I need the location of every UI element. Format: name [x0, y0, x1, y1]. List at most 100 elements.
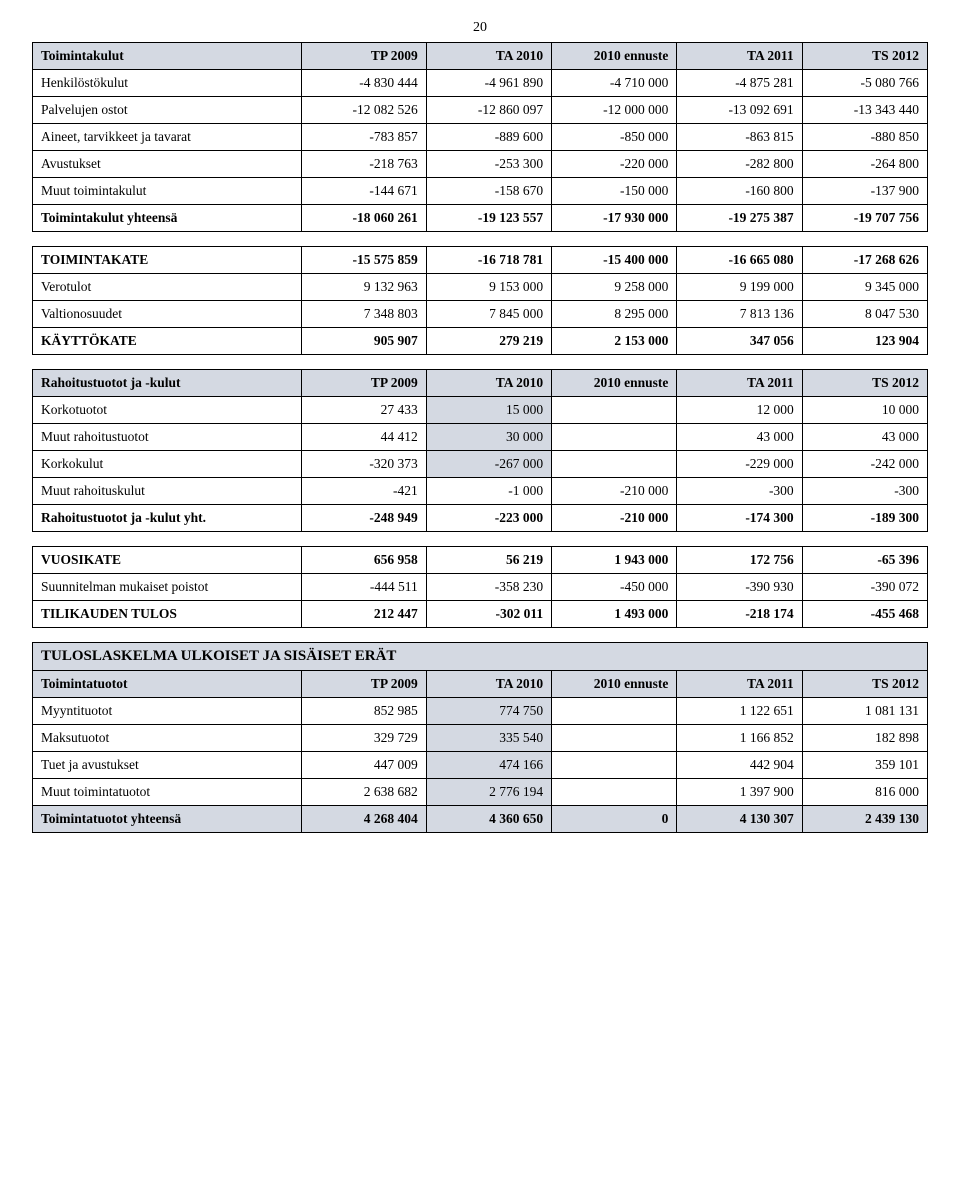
table-row: Muut toimintatuotot2 638 6822 776 1941 3…: [33, 779, 928, 806]
row-value: [552, 779, 677, 806]
header-label: Rahoitustuotot ja -kulut: [33, 370, 302, 397]
col-header: TP 2009: [301, 370, 426, 397]
row-value: [552, 424, 677, 451]
table-row: Palvelujen ostot-12 082 526-12 860 097-1…: [33, 97, 928, 124]
col-header: TA 2010: [426, 43, 551, 70]
total-value: 0: [552, 806, 677, 833]
row-value: -160 800: [677, 178, 802, 205]
row-label: Muut toimintatuotot: [33, 779, 302, 806]
row-value: -300: [677, 478, 802, 505]
total-value: -210 000: [552, 505, 677, 532]
row-value: 474 166: [426, 752, 551, 779]
row-value: -12 860 097: [426, 97, 551, 124]
table-row: Henkilöstökulut-4 830 444-4 961 890-4 71…: [33, 70, 928, 97]
row-value: 43 000: [677, 424, 802, 451]
total-value: 4 130 307: [677, 806, 802, 833]
total-value: -174 300: [677, 505, 802, 532]
total-value: -19 707 756: [802, 205, 927, 232]
row-value: -15 575 859: [301, 247, 426, 274]
row-value: [552, 725, 677, 752]
row-value: 347 056: [677, 328, 802, 355]
row-value: -264 800: [802, 151, 927, 178]
col-header: 2010 ennuste: [552, 43, 677, 70]
total-label: Toimintatuotot yhteensä: [33, 806, 302, 833]
table-total-row: Toimintatuotot yhteensä 4 268 404 4 360 …: [33, 806, 928, 833]
row-label: Korkokulut: [33, 451, 302, 478]
row-value: 7 813 136: [677, 301, 802, 328]
row-label: Myyntituotot: [33, 698, 302, 725]
total-value: -18 060 261: [301, 205, 426, 232]
row-value: -144 671: [301, 178, 426, 205]
row-value: -16 665 080: [677, 247, 802, 274]
table-rahoitustuotot: Rahoitustuotot ja -kulut TP 2009 TA 2010…: [32, 369, 928, 532]
row-value: -13 343 440: [802, 97, 927, 124]
row-value: 9 153 000: [426, 274, 551, 301]
row-value: 2 776 194: [426, 779, 551, 806]
col-header: TA 2011: [677, 671, 802, 698]
row-value: 7 845 000: [426, 301, 551, 328]
row-value: -267 000: [426, 451, 551, 478]
row-value: [552, 698, 677, 725]
row-value: -242 000: [802, 451, 927, 478]
table-total-row: Rahoitustuotot ja -kulut yht. -248 949 -…: [33, 505, 928, 532]
total-value: -19 123 557: [426, 205, 551, 232]
total-value: -223 000: [426, 505, 551, 532]
row-value: 1 943 000: [552, 547, 677, 574]
row-label: Tuet ja avustukset: [33, 752, 302, 779]
section-title-row: TULOSLASKELMA ULKOISET JA SISÄISET ERÄT: [33, 643, 928, 671]
col-header: TS 2012: [802, 370, 927, 397]
row-label: Verotulot: [33, 274, 302, 301]
row-value: -358 230: [426, 574, 551, 601]
table-toimintakulut: Toimintakulut TP 2009 TA 2010 2010 ennus…: [32, 42, 928, 232]
row-value: 56 219: [426, 547, 551, 574]
row-value: -455 468: [802, 601, 927, 628]
row-value: -4 710 000: [552, 70, 677, 97]
row-value: 212 447: [301, 601, 426, 628]
row-value: -421: [301, 478, 426, 505]
table-row: Muut toimintakulut-144 671-158 670-150 0…: [33, 178, 928, 205]
table-row: Myyntituotot852 985774 7501 122 6511 081…: [33, 698, 928, 725]
table-row: Verotulot9 132 9639 153 0009 258 0009 19…: [33, 274, 928, 301]
col-header: TA 2010: [426, 370, 551, 397]
row-value: -880 850: [802, 124, 927, 151]
row-value: -4 830 444: [301, 70, 426, 97]
row-value: [552, 451, 677, 478]
row-value: 7 348 803: [301, 301, 426, 328]
row-value: [552, 397, 677, 424]
row-value: 442 904: [677, 752, 802, 779]
row-value: -4 961 890: [426, 70, 551, 97]
table-row: Korkokulut-320 373-267 000-229 000-242 0…: [33, 451, 928, 478]
row-label: Korkotuotot: [33, 397, 302, 424]
table-row: Muut rahoituskulut-421-1 000-210 000-300…: [33, 478, 928, 505]
table-row: Valtionosuudet7 348 8037 845 0008 295 00…: [33, 301, 928, 328]
row-value: 1 397 900: [677, 779, 802, 806]
col-header: 2010 ennuste: [552, 671, 677, 698]
row-value: 182 898: [802, 725, 927, 752]
total-value: -19 275 387: [677, 205, 802, 232]
row-value: -218 763: [301, 151, 426, 178]
total-value: 4 360 650: [426, 806, 551, 833]
row-value: 27 433: [301, 397, 426, 424]
header-label: Toimintakulut: [33, 43, 302, 70]
table-vuosikate: VUOSIKATE656 95856 2191 943 000172 756-6…: [32, 546, 928, 628]
table-row: Korkotuotot27 43315 00012 00010 000: [33, 397, 928, 424]
table-row: TOIMINTAKATE-15 575 859-16 718 781-15 40…: [33, 247, 928, 274]
table-header-row: Toimintakulut TP 2009 TA 2010 2010 ennus…: [33, 43, 928, 70]
row-value: 8 047 530: [802, 301, 927, 328]
row-value: 447 009: [301, 752, 426, 779]
total-value: -17 930 000: [552, 205, 677, 232]
row-label: Avustukset: [33, 151, 302, 178]
total-label: Rahoitustuotot ja -kulut yht.: [33, 505, 302, 532]
row-value: 9 132 963: [301, 274, 426, 301]
col-header: 2010 ennuste: [552, 370, 677, 397]
row-value: 335 540: [426, 725, 551, 752]
row-value: 10 000: [802, 397, 927, 424]
row-value: -302 011: [426, 601, 551, 628]
section-title: TULOSLASKELMA ULKOISET JA SISÄISET ERÄT: [33, 643, 928, 671]
row-label: VUOSIKATE: [33, 547, 302, 574]
row-value: 1 081 131: [802, 698, 927, 725]
row-label: KÄYTTÖKATE: [33, 328, 302, 355]
row-value: 8 295 000: [552, 301, 677, 328]
total-value: -248 949: [301, 505, 426, 532]
row-value: 30 000: [426, 424, 551, 451]
